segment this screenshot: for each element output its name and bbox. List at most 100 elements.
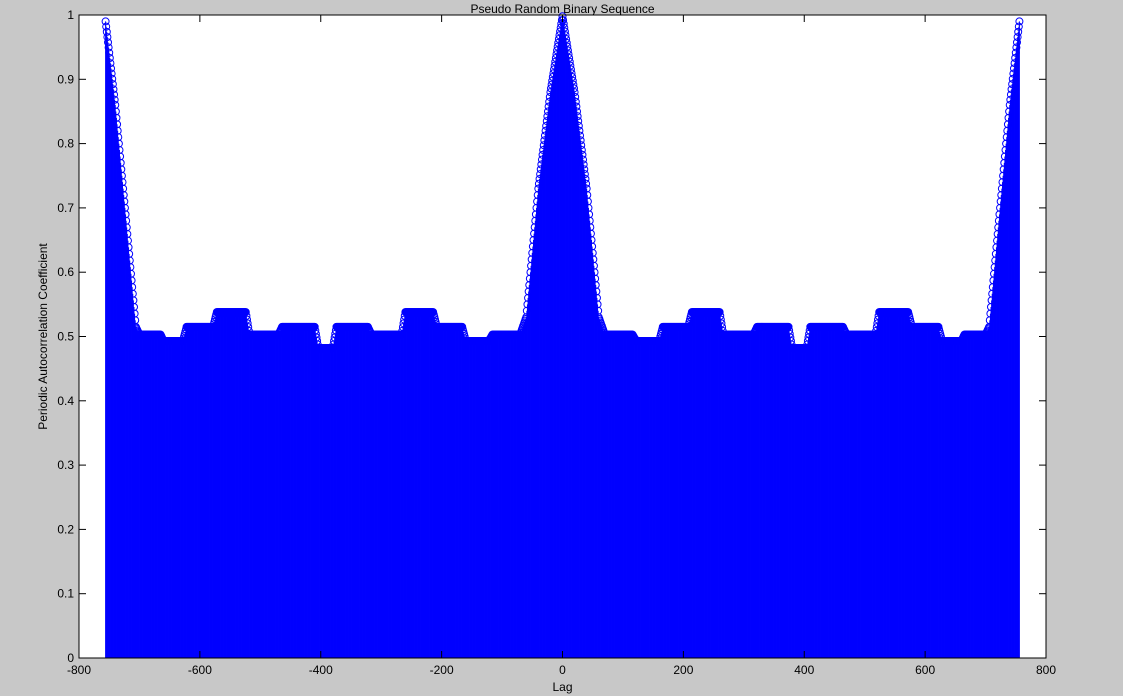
stem-marker [244,323,253,332]
stem-marker [570,88,579,97]
stem-marker [718,323,727,332]
stem-marker [551,57,560,66]
stem-marker [525,274,534,283]
chart-title: Pseudo Random Binary Sequence [470,2,654,16]
stem-marker [550,65,559,74]
stem-marker [1013,33,1022,42]
y-tick-label: 0.9 [57,72,74,86]
stem-marker [1001,146,1010,155]
x-tick-label: 800 [1036,663,1056,677]
stem-marker [529,236,538,245]
stem-marker [590,268,599,277]
stem-marker [547,84,556,93]
stem-marker [1014,22,1023,31]
stem-marker [566,65,575,74]
stem-marker [104,38,113,47]
stem-marker [592,293,601,302]
stem-marker [579,160,588,169]
stem-marker [528,248,537,257]
stem-marker [1000,158,1009,167]
stem-marker [241,308,250,317]
stem-marker [398,326,407,335]
stem-marker [1004,113,1013,122]
stem-marker [594,306,603,315]
stem-marker [111,101,120,110]
stem-marker [527,261,536,270]
stem-marker [527,255,536,264]
stem-series [105,16,1020,658]
stem-marker [1003,126,1012,135]
stem-marker [554,38,563,47]
stem-marker [104,43,113,52]
stem-marker [577,141,586,150]
stem-marker [1011,54,1020,63]
stem-marker [584,203,593,212]
stem-marker [717,319,726,328]
stem-marker [555,31,564,40]
y-tick-label: 0.1 [57,587,74,601]
stem-marker [560,23,569,32]
stem-marker [1008,74,1017,83]
x-tick-label: -600 [188,663,212,677]
stem-marker [1003,120,1012,129]
stem-marker [588,242,597,251]
stem-marker [111,107,120,116]
stem-marker [101,17,110,26]
stem-marker [112,113,121,122]
stem-marker [119,184,128,193]
y-axis-label: Periodic Autocorrelation Coefficient [36,243,50,430]
stem-marker [552,50,561,59]
stem-marker [999,165,1008,174]
stem-marker [109,85,118,94]
x-axis-ticks: -800 -600 -400 -200 0 200 400 600 800 [67,15,1056,677]
stem-marker [569,84,578,93]
stem-marker [549,69,558,78]
stem-marker [997,191,1006,200]
stem-marker [1000,152,1009,161]
stem-marker [565,54,574,63]
stem-marker [997,184,1006,193]
stem-marker [582,184,591,193]
stem-marker [568,76,577,85]
stem-marker [243,319,252,328]
y-tick-label: 0 [67,651,74,665]
stem-marker [996,203,1005,212]
stem-marker [996,197,1005,206]
stem-marker [108,80,117,89]
stem-marker [534,184,543,193]
stem-marker [1015,17,1024,26]
stem-marker [548,72,557,81]
stem-marker [995,210,1004,219]
x-tick-label: -400 [309,663,333,677]
stem-marker [113,120,122,129]
stem-marker [583,191,592,200]
stem-marker [553,46,562,55]
stem-marker [530,223,539,232]
y-tick-label: 1 [67,8,74,22]
stem-marker [117,165,126,174]
stem-marker [562,38,571,47]
x-tick-label: 600 [915,663,935,677]
stem-marker [540,131,549,140]
stem-marker [102,27,111,36]
stem-marker [576,136,585,145]
stem-marker [107,69,116,78]
stem-marker [533,191,542,200]
stem-marker [585,210,594,219]
stem-marker [106,59,115,68]
stem-marker [110,90,119,99]
stem-marker [565,57,574,66]
stem-marker [547,80,556,89]
stem-marker [551,54,560,63]
stem-marker [1009,64,1018,73]
stem-marker [574,117,583,126]
stem-marker [873,319,882,328]
stem-marker [532,203,541,212]
stem-marker [1005,107,1014,116]
y-axis-ticks: 0 0.1 0.2 0.3 0.4 0.5 0.6 0.7 0.8 0.9 1 [57,8,1046,665]
stem-marker [715,308,724,317]
stem-marker [398,323,407,332]
stem-marker [871,330,880,339]
stem-marker [543,107,552,116]
